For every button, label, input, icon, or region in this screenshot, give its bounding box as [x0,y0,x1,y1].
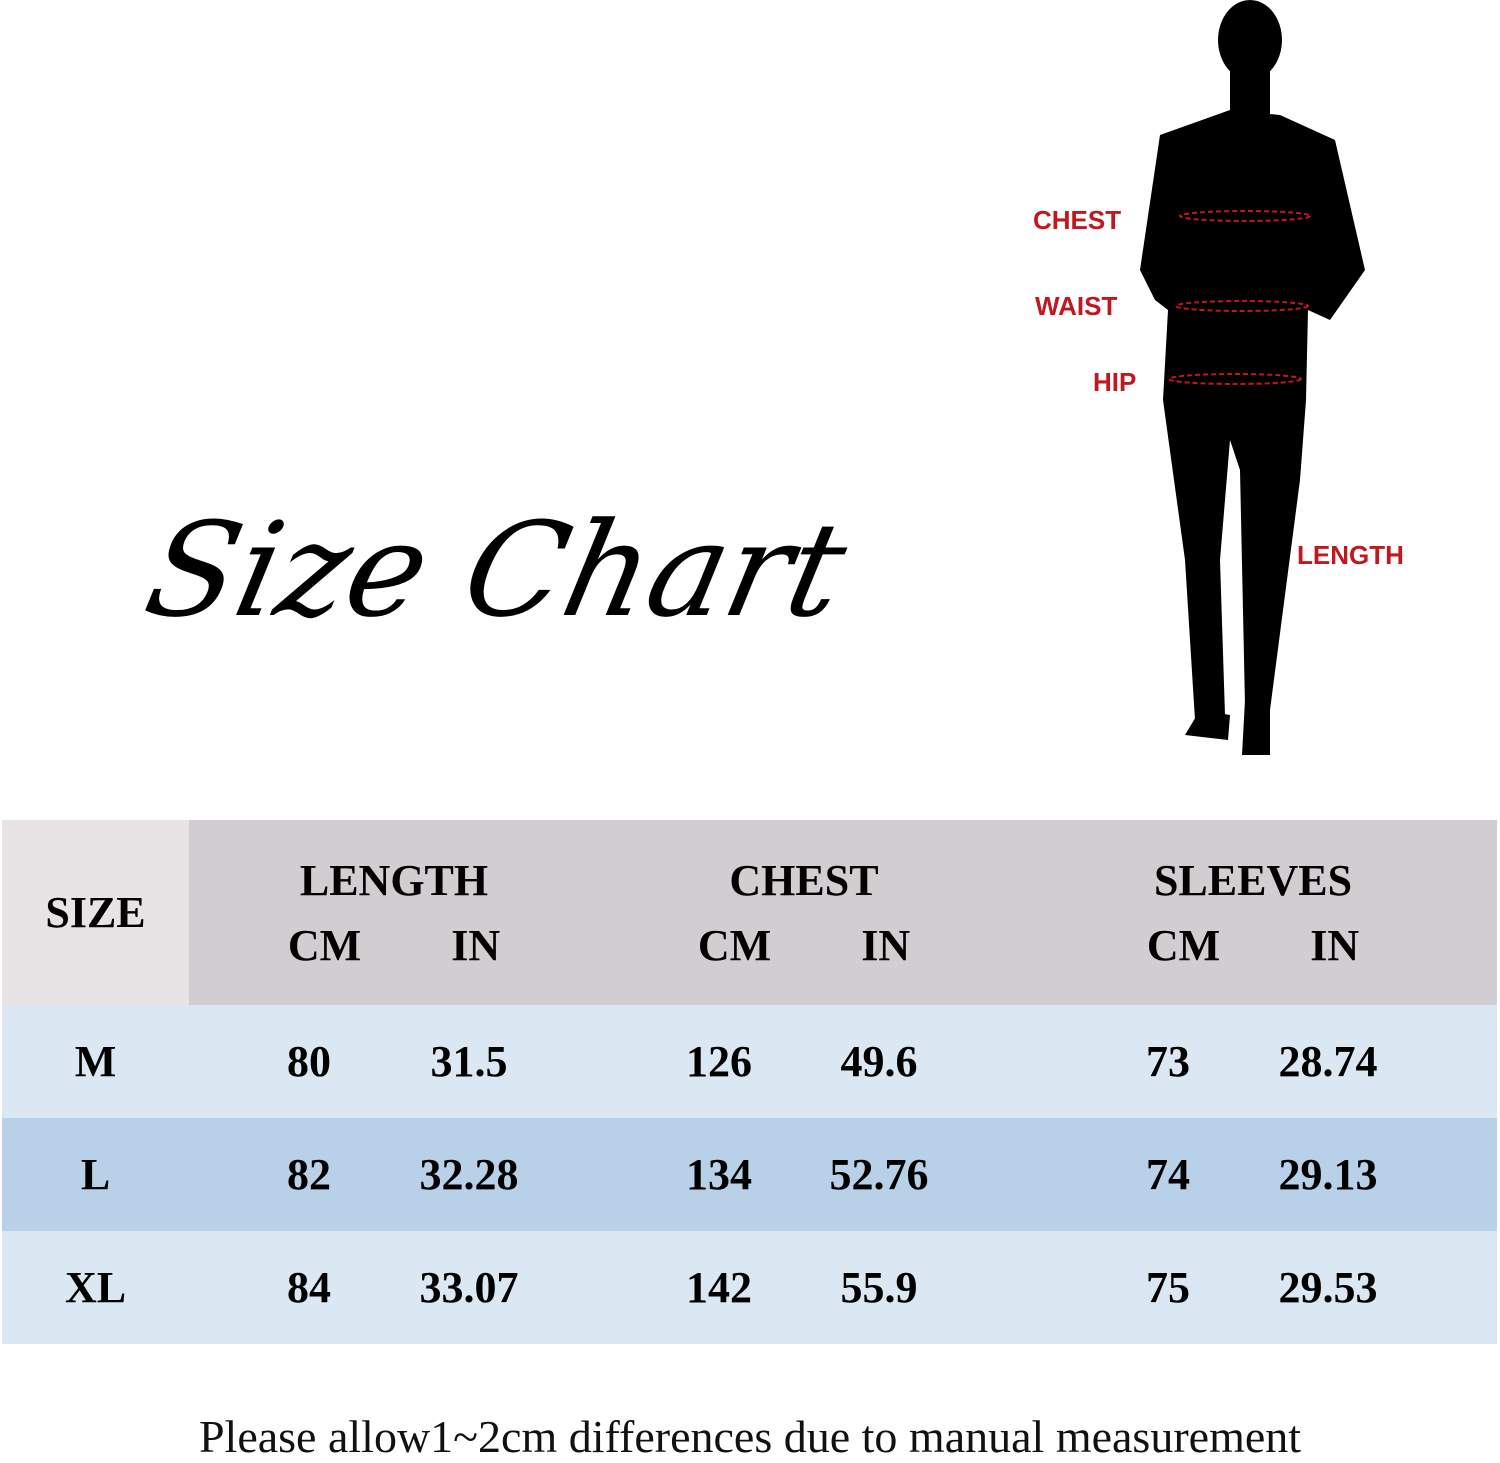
chest_cm-cell: 134 [686,1150,752,1199]
length_cm-cell: 80 [287,1037,331,1086]
table-header: SIZE LENGTH CM IN CHEST CM IN SLEEVES CM IN [2,820,1497,1005]
size-cell: L [2,1118,189,1231]
size-chart-title: Size Chart [133,494,859,646]
chest_cm-cell: 142 [686,1263,752,1312]
sleeves_cm-cell: 74 [1146,1150,1190,1199]
length_cm-cell: 82 [287,1150,331,1199]
measurement-note: Please allow1~2cm differences due to man… [198,1411,1302,1462]
size-cell: XL [2,1231,189,1344]
size-cell: M [2,1005,189,1118]
size-header: SIZE [2,820,189,1005]
length_cm-cell: 84 [287,1263,331,1312]
chest-measure-line [1179,210,1311,222]
chest_in-cell: 49.6 [840,1037,918,1086]
waist-measure-line [1175,300,1309,312]
chest-label: CHEST [1033,205,1122,235]
sleeves_cm-cell: 75 [1146,1263,1190,1312]
sleeves_in-cell: 29.53 [1278,1263,1378,1312]
chest_in-cell: 55.9 [840,1263,918,1312]
length_in-cell: 33.07 [419,1263,519,1312]
waist-label: WAIST [1035,291,1118,321]
length_in-cell: 31.5 [430,1037,508,1086]
hip-label: HIP [1093,367,1137,397]
chest_cm-cell: 126 [686,1037,752,1086]
sleeves_in-cell: 28.74 [1278,1037,1378,1086]
sleeves-group-header: SLEEVES CM IN [1146,855,1360,970]
chest-group-header: CHEST CM IN [697,855,911,970]
length_in-cell: 32.28 [419,1150,519,1199]
sleeves_cm-cell: 73 [1146,1037,1190,1086]
table-row: M 80 31.5 126 49.6 73 28.74 [2,1005,1497,1118]
length-label: LENGTH [1297,540,1404,570]
size-table: SIZE LENGTH CM IN CHEST CM IN SLEEVES CM IN M 8… [2,820,1497,1344]
table-row: XL 84 33.07 142 55.9 75 29.53 [2,1231,1497,1344]
table-row: L 82 32.28 134 52.76 74 29.13 [2,1118,1497,1231]
chest_in-cell: 52.76 [829,1150,929,1199]
sleeves_in-cell: 29.13 [1278,1150,1378,1199]
length-group-header: LENGTH CM IN [287,855,501,970]
body-silhouette-icon [1140,0,1365,755]
hip-measure-line [1168,373,1302,385]
